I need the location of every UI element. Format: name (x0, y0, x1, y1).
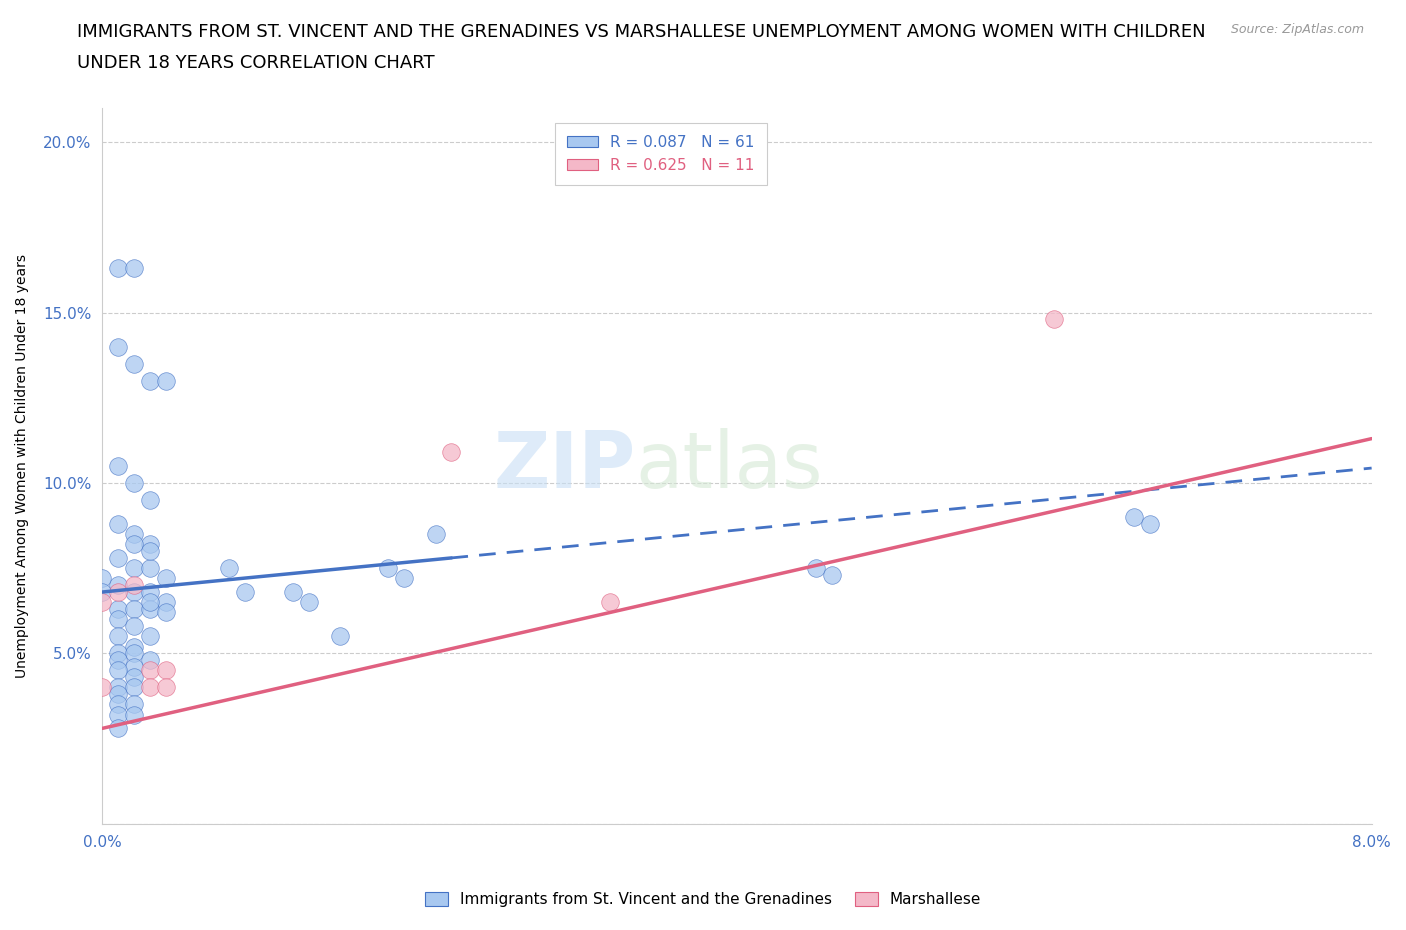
Point (91, 571, 114, 586)
Point (122, 356, 145, 371)
Point (107, 653, 129, 668)
Point (107, 551, 129, 565)
Point (107, 708, 129, 723)
Point (107, 687, 129, 702)
Point (122, 537, 145, 551)
Point (1122, 510, 1144, 525)
Point (122, 618, 145, 633)
Point (139, 585, 162, 600)
Point (122, 639, 145, 654)
Point (281, 585, 304, 600)
Point (155, 680, 177, 695)
Point (122, 475, 145, 490)
Point (107, 680, 129, 695)
Point (806, 561, 828, 576)
Point (440, 445, 463, 459)
Point (107, 629, 129, 644)
Point (107, 578, 129, 592)
Point (107, 458, 129, 473)
Point (122, 585, 145, 600)
Point (1139, 516, 1161, 531)
Point (392, 571, 415, 586)
Point (107, 663, 129, 678)
Point (139, 373, 162, 388)
Text: ZIP: ZIP (494, 428, 636, 504)
Point (139, 629, 162, 644)
Point (122, 698, 145, 712)
Point (122, 578, 145, 592)
Text: IMMIGRANTS FROM ST. VINCENT AND THE GRENADINES VS MARSHALLESE UNEMPLOYMENT AMONG: IMMIGRANTS FROM ST. VINCENT AND THE GREN… (77, 23, 1206, 41)
Point (329, 629, 352, 644)
Point (122, 659, 145, 674)
Text: UNDER 18 YEARS CORRELATION CHART: UNDER 18 YEARS CORRELATION CHART (77, 54, 434, 72)
Point (122, 708, 145, 723)
Text: atlas: atlas (636, 428, 823, 504)
Point (155, 571, 177, 586)
Point (122, 526, 145, 541)
Point (139, 544, 162, 559)
Point (122, 602, 145, 617)
Point (107, 646, 129, 661)
Point (107, 602, 129, 617)
Point (155, 373, 177, 388)
Point (298, 595, 321, 610)
Point (139, 663, 162, 678)
Y-axis label: Unemployment Among Women with Children Under 18 years: Unemployment Among Women with Children U… (15, 254, 30, 678)
Point (122, 260, 145, 275)
Point (91, 680, 114, 695)
Point (233, 585, 256, 600)
Point (107, 585, 129, 600)
Point (107, 698, 129, 712)
Legend: R = 0.087   N = 61, R = 0.625   N = 11: R = 0.087 N = 61, R = 0.625 N = 11 (555, 123, 766, 185)
Point (139, 653, 162, 668)
Point (91, 585, 114, 600)
Point (1043, 312, 1066, 326)
Point (139, 561, 162, 576)
Point (91, 595, 114, 610)
Point (139, 680, 162, 695)
Point (155, 663, 177, 678)
Point (155, 605, 177, 620)
Point (821, 567, 844, 582)
Point (107, 516, 129, 531)
Point (139, 595, 162, 610)
Text: Source: ZipAtlas.com: Source: ZipAtlas.com (1230, 23, 1364, 36)
Point (107, 260, 129, 275)
Point (107, 612, 129, 627)
Point (425, 526, 447, 541)
Point (122, 680, 145, 695)
Point (155, 595, 177, 610)
Point (139, 602, 162, 617)
Point (122, 561, 145, 576)
Point (122, 646, 145, 661)
Point (122, 670, 145, 684)
Point (218, 561, 240, 576)
Point (139, 537, 162, 551)
Point (599, 595, 621, 610)
Point (107, 721, 129, 736)
Point (107, 339, 129, 354)
Point (139, 493, 162, 508)
Point (377, 561, 399, 576)
Legend: Immigrants from St. Vincent and the Grenadines, Marshallese: Immigrants from St. Vincent and the Gren… (418, 884, 988, 915)
